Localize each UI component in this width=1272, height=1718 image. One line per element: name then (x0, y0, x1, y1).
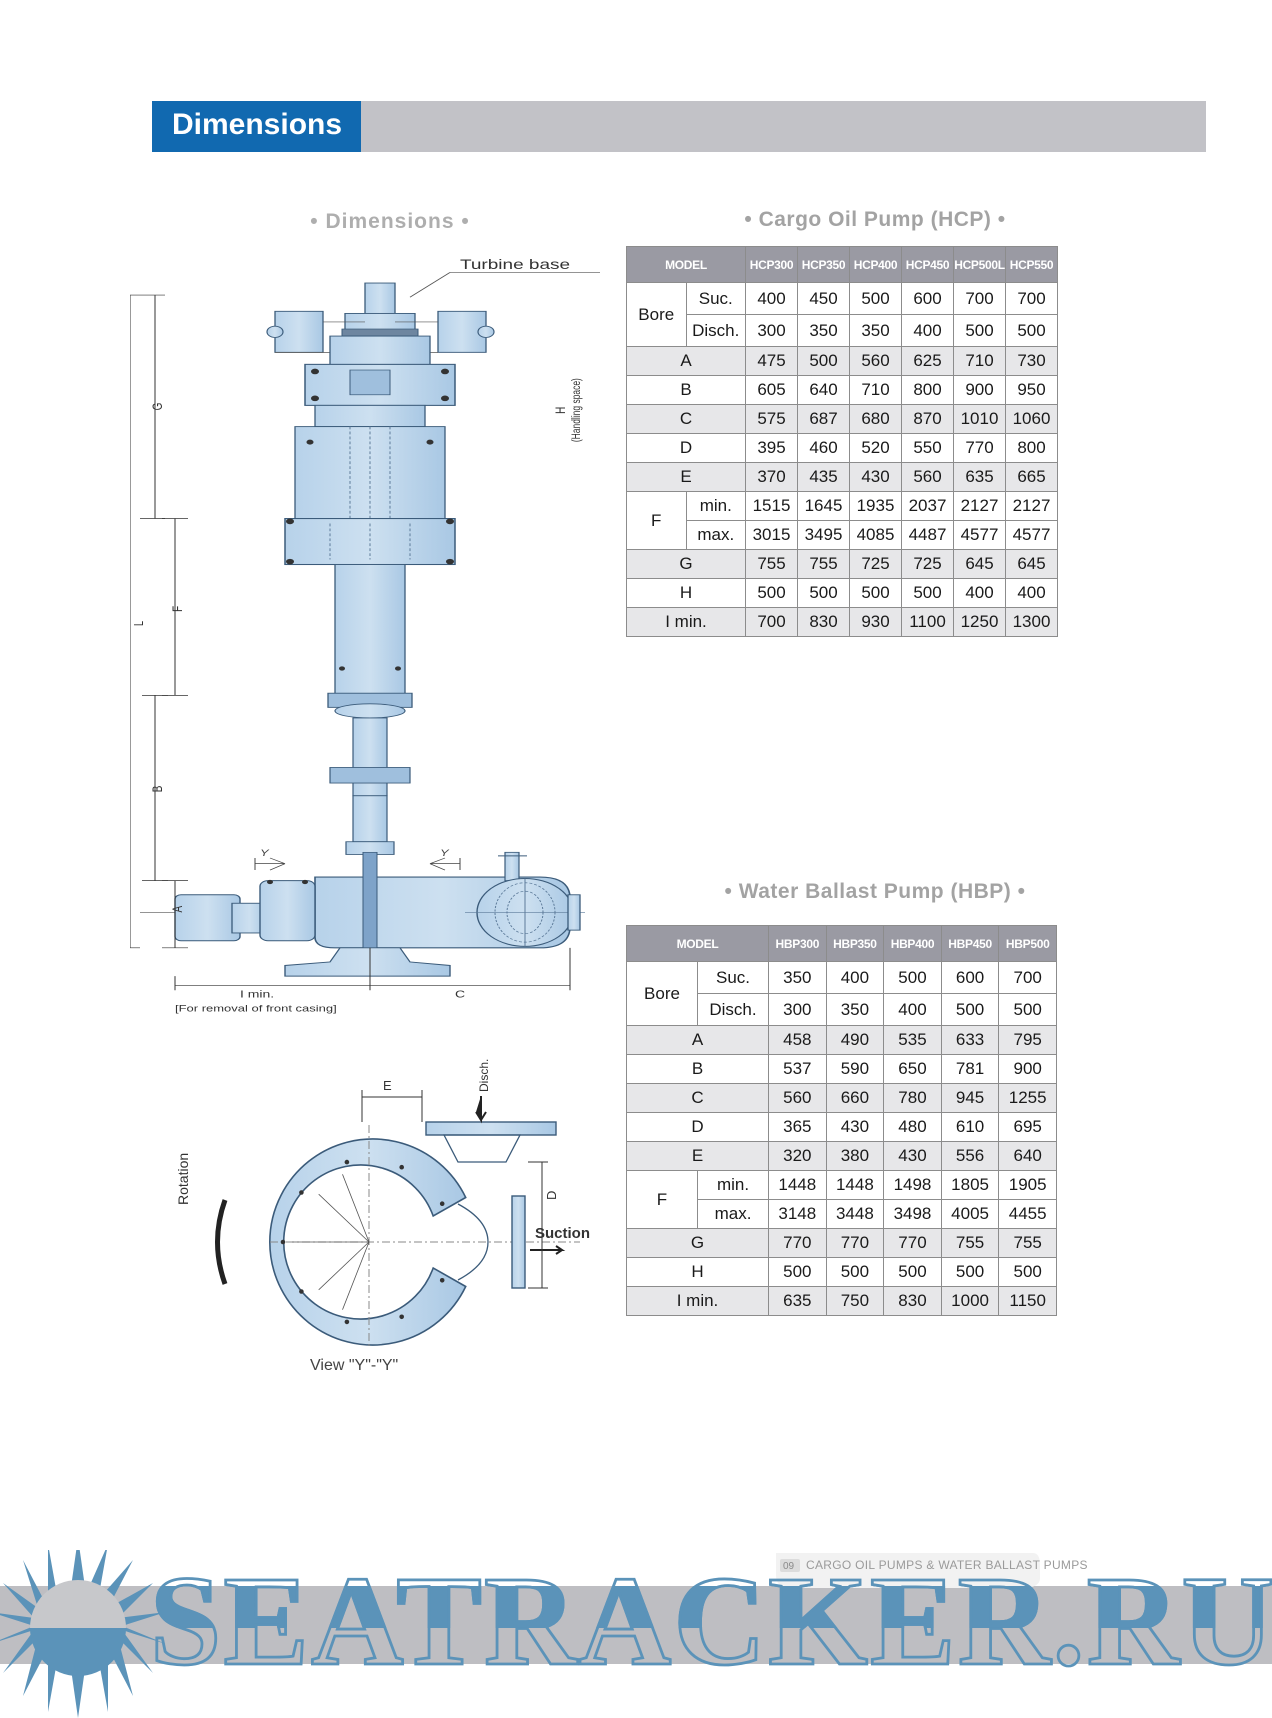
svg-text:D: D (544, 1191, 559, 1200)
svg-text:C: C (455, 988, 465, 999)
svg-text:I min.: I min. (240, 988, 274, 999)
svg-text:E: E (383, 1078, 392, 1093)
svg-text:Y: Y (440, 849, 450, 859)
svg-text:H: H (552, 407, 568, 414)
svg-text:A: A (169, 905, 185, 912)
svg-text:Turbine base: Turbine base (460, 257, 570, 272)
svg-text:Y: Y (260, 849, 270, 859)
svg-text:Rotation: Rotation (175, 1153, 191, 1205)
svg-text:(Handling space): (Handling space) (571, 378, 584, 442)
svg-text:Disch.: Disch. (477, 1059, 491, 1092)
svg-text:Suction: Suction (535, 1225, 590, 1242)
svg-text:G: G (149, 403, 165, 411)
svg-text:B: B (149, 786, 165, 793)
svg-text:L: L (133, 621, 147, 626)
svg-text:F: F (169, 606, 185, 612)
svg-text:View "Y"-"Y": View "Y"-"Y" (310, 1357, 398, 1374)
svg-text:[For removal of front casing]: [For removal of front casing] (175, 1004, 337, 1014)
